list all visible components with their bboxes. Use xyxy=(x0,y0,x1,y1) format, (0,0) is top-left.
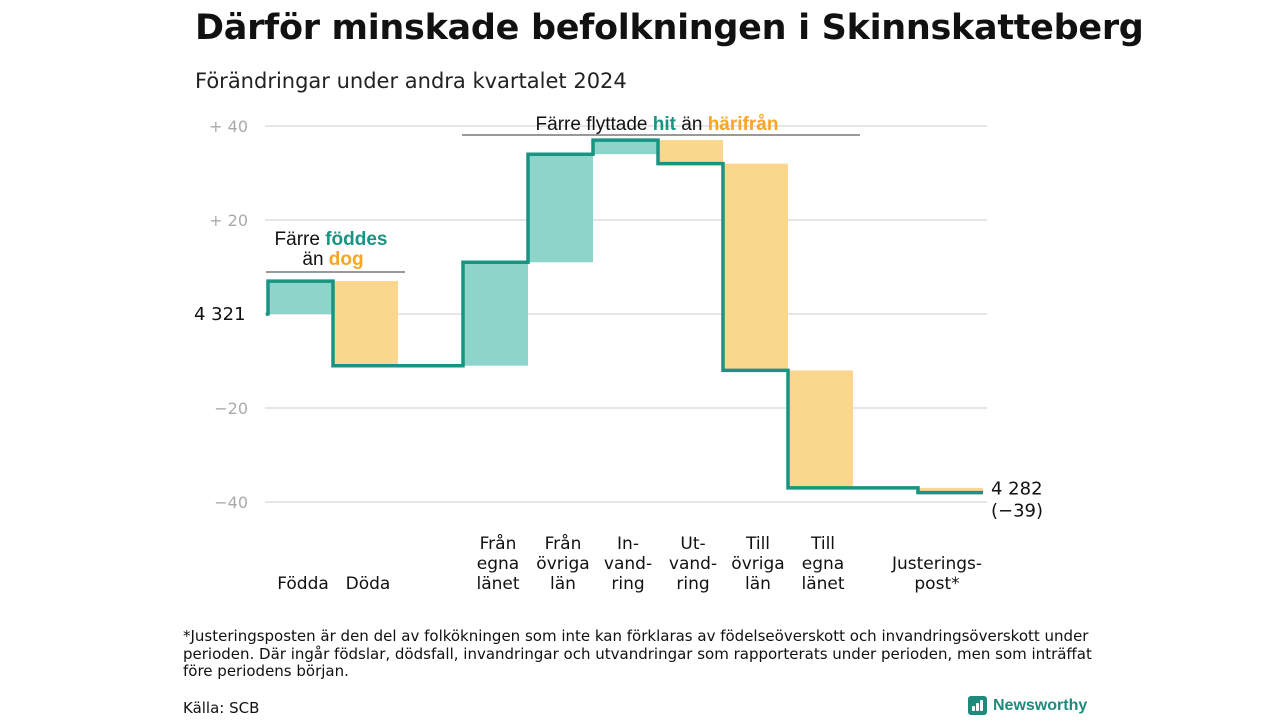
x-category-label: Till övriga län xyxy=(731,534,784,594)
x-category-label: Födda xyxy=(277,574,329,594)
footnote: *Justeringsposten är den del av folkökni… xyxy=(183,627,1092,680)
waterfall-bar xyxy=(593,140,658,155)
annotation-births-deaths-line2: än dog xyxy=(302,249,363,270)
y-tick-label: + 20 xyxy=(209,211,248,230)
newsworthy-logo: Newsworthy xyxy=(968,696,1087,715)
source-label: Källa: SCB xyxy=(183,699,260,717)
x-category-label: In-vand-ring xyxy=(604,534,652,594)
waterfall-chart: + 40 + 20 −20 −40 4 321 4 282(−39) Färre födde… xyxy=(194,114,1043,594)
x-category-label: Döda xyxy=(346,574,391,594)
waterfall-bar xyxy=(463,262,528,366)
x-category-label: Ut-vand-ring xyxy=(669,534,717,594)
annotation-births-deaths: Färre föddes xyxy=(275,229,388,250)
waterfall-bar xyxy=(918,487,983,493)
waterfall-bar xyxy=(723,163,788,371)
y-tick-label: −40 xyxy=(214,493,248,512)
end-change-label: (−39) xyxy=(991,500,1043,521)
waterfall-bar xyxy=(658,140,723,164)
cumulative-step-line xyxy=(265,138,983,495)
waterfall-bar xyxy=(528,154,593,263)
chart-title: Därför minskade befolkningen i Skinnskat… xyxy=(195,8,1144,48)
y-tick-label: + 40 xyxy=(209,117,248,136)
bar-chart-icon xyxy=(968,696,987,715)
x-category-label: Till egna länet xyxy=(801,534,844,594)
waterfall-bar xyxy=(333,281,398,366)
x-category-label: Från egna länet xyxy=(476,533,519,594)
x-category-label: Från övriga län xyxy=(536,533,589,594)
brand-name: Newsworthy xyxy=(993,696,1088,714)
chart-subtitle: Förändringar under andra kvartalet 2024 xyxy=(195,69,627,93)
annotation-migration: Färre flyttade hit än härifrån xyxy=(536,114,779,135)
x-category-label: Justerings-post* xyxy=(891,554,982,594)
end-value-label: 4 282 xyxy=(991,478,1043,499)
y-tick-label: −20 xyxy=(214,399,248,418)
waterfall-bar xyxy=(788,370,853,488)
start-value-label: 4 321 xyxy=(194,304,246,325)
waterfall-bar xyxy=(268,281,333,314)
